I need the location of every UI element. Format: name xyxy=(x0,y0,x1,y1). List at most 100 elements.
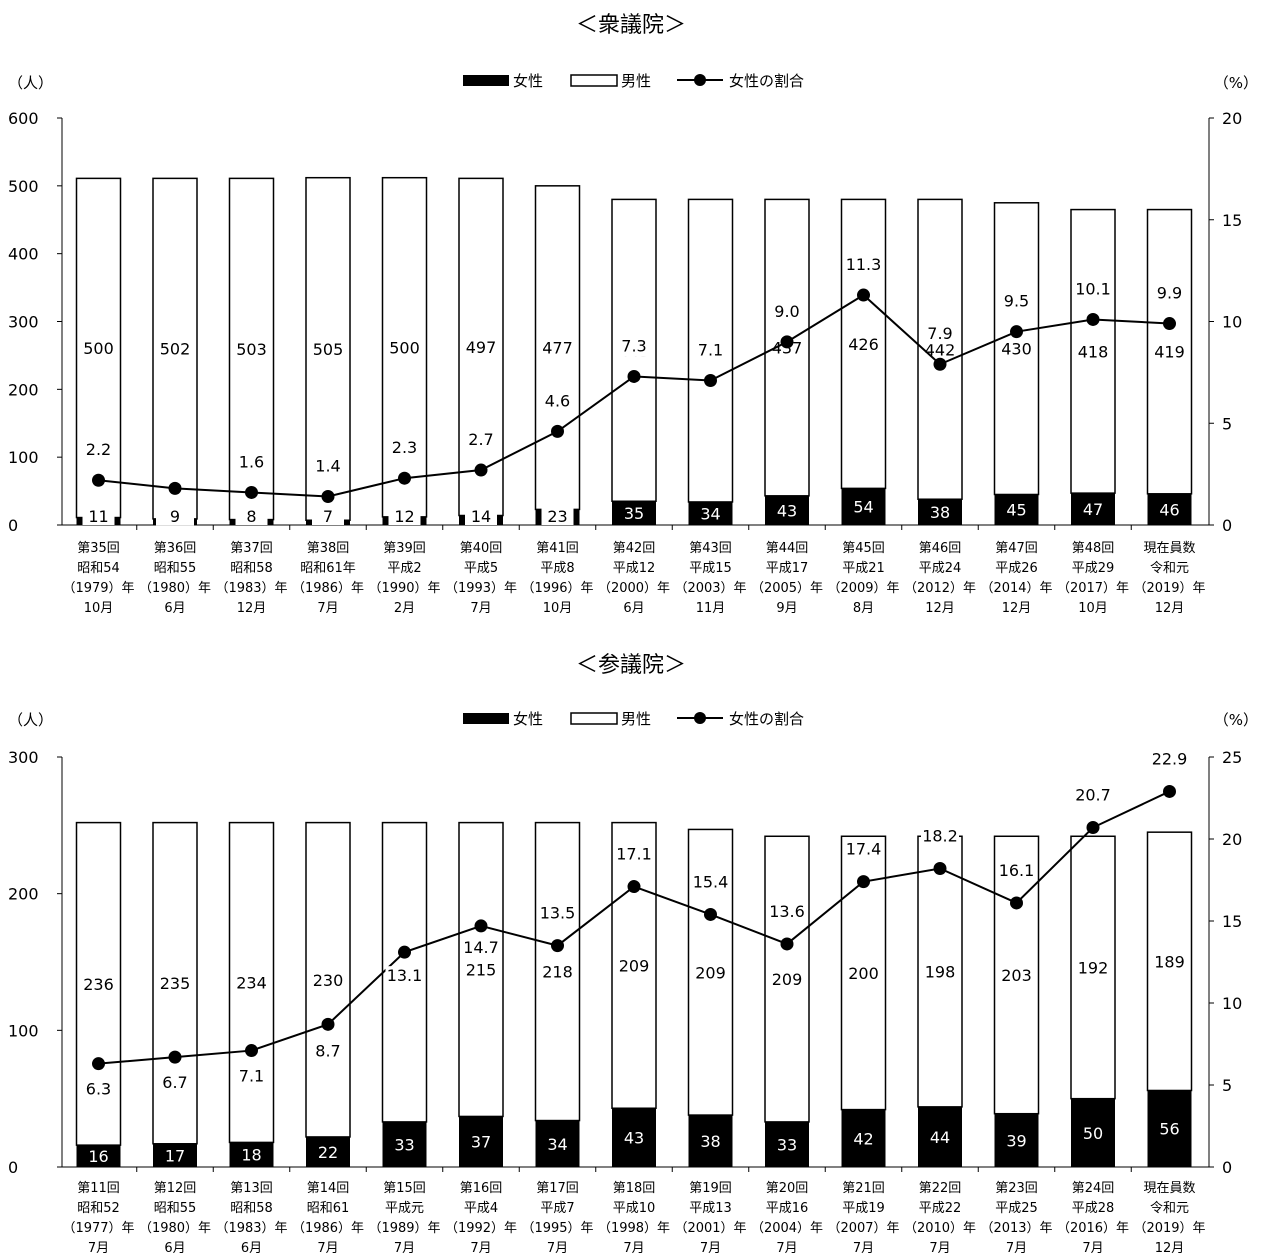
legend-male-label: 男性 xyxy=(621,710,651,728)
bar-female-label-bg xyxy=(312,505,344,525)
category-label-line: 7月 xyxy=(317,1241,338,1256)
bar-female xyxy=(1071,493,1115,525)
bar-male-label: 502 xyxy=(160,340,191,359)
ratio-label: 18.2 xyxy=(922,827,958,846)
bar-female xyxy=(841,1109,886,1167)
category-label-line: 第15回 xyxy=(383,1181,426,1196)
bar-female-label: 45 xyxy=(1006,501,1026,520)
bar-female xyxy=(76,1145,121,1167)
legend-male-swatch xyxy=(570,712,618,725)
ratio-point xyxy=(92,1057,105,1071)
category-label-line: 現在員数 xyxy=(1143,541,1195,556)
bar-female xyxy=(229,1142,274,1167)
bar-female-label: 22 xyxy=(318,1143,338,1162)
category-label-line: 第37回 xyxy=(230,541,273,556)
ratio-point xyxy=(933,862,947,876)
category-label-line: （2017）年 xyxy=(1057,581,1129,596)
category-label-line: 第17回 xyxy=(536,1181,579,1196)
category-label-line: （1992）年 xyxy=(445,1221,517,1236)
ratio-point xyxy=(1086,312,1100,326)
bar-male-label: 477 xyxy=(542,339,573,358)
ratio-label-bg xyxy=(844,255,883,276)
legend-female-swatch xyxy=(463,75,509,86)
bar-female-label: 35 xyxy=(624,504,644,523)
right-axis-tick-label: 5 xyxy=(1222,1076,1232,1095)
bar-female xyxy=(1071,1098,1115,1167)
category-label-line: （1986）年 xyxy=(292,581,364,596)
category-label-line: （2016）年 xyxy=(1057,1221,1129,1236)
ratio-label: 13.1 xyxy=(387,966,423,985)
bar-female-label: 56 xyxy=(1159,1120,1179,1139)
category-label-line: （2019）年 xyxy=(1133,581,1205,596)
ratio-label-bg xyxy=(462,937,500,958)
bar-male xyxy=(534,185,581,511)
category-label-line: （2007）年 xyxy=(827,1221,899,1236)
category-label-line: 7月 xyxy=(853,1241,874,1256)
legend-female-label: 女性 xyxy=(513,710,543,728)
bar-male xyxy=(1146,831,1193,1092)
left-axis-tick-label: 500 xyxy=(8,177,39,196)
left-axis-tick-label: 200 xyxy=(8,885,39,904)
bar-female-label: 44 xyxy=(930,1128,950,1147)
bar-male-label: 218 xyxy=(542,963,573,982)
category-label-line: 12月 xyxy=(237,601,267,616)
ratio-label-bg xyxy=(921,324,959,345)
ratio-point xyxy=(1010,896,1023,910)
left-axis-tick-label: 0 xyxy=(8,516,18,535)
category-label-line: 昭和61 xyxy=(307,1201,350,1216)
ratio-label: 2.3 xyxy=(392,438,417,457)
category-label-line: 12月 xyxy=(1002,601,1032,616)
category-label-line: 第18回 xyxy=(613,1181,656,1196)
bar-female-label: 12 xyxy=(394,507,414,526)
category-label-line: 昭和54 xyxy=(77,561,120,576)
category-label-line: （1995）年 xyxy=(521,1221,593,1236)
right-axis-tick-label: 5 xyxy=(1222,414,1232,433)
category-label-line: 昭和58 xyxy=(230,1201,273,1216)
category-label-line: （1983）年 xyxy=(215,581,287,596)
bar-male-label: 235 xyxy=(160,974,191,993)
right-axis-tick-label: 0 xyxy=(1222,516,1232,535)
bar-female xyxy=(765,1121,809,1167)
category-label-line: 平成元 xyxy=(385,1201,424,1216)
bar-female-label-bg xyxy=(465,505,497,525)
ratio-point xyxy=(474,919,488,933)
ratio-label: 1.4 xyxy=(315,457,340,476)
ratio-label-bg xyxy=(79,440,118,461)
category-label-line: 第40回 xyxy=(460,541,503,556)
ratio-label-bg xyxy=(232,1066,271,1087)
category-label-line: 7月 xyxy=(776,1241,797,1256)
ratio-point xyxy=(245,1044,258,1058)
category-label-line: （1989）年 xyxy=(368,1221,440,1236)
ratio-label: 9.9 xyxy=(1157,284,1182,303)
legend-female-label: 女性 xyxy=(513,72,543,90)
category-label-line: （2019）年 xyxy=(1133,1221,1205,1236)
ratio-label: 7.9 xyxy=(927,324,952,343)
ratio-point xyxy=(627,369,641,383)
category-label-line: 第45回 xyxy=(842,541,885,556)
bar-female xyxy=(918,499,962,525)
category-label-line: 7月 xyxy=(547,1241,568,1256)
category-label-line: （1980）年 xyxy=(139,581,211,596)
category-label-line: 第47回 xyxy=(995,541,1038,556)
category-label-line: 第22回 xyxy=(919,1181,962,1196)
category-label-line: 2月 xyxy=(394,601,415,616)
category-label-line: 7月 xyxy=(88,1241,109,1256)
left-axis-tick-label: 100 xyxy=(8,448,39,467)
category-label-line: （2013）年 xyxy=(980,1221,1052,1236)
bar-male xyxy=(458,821,504,1118)
bar-female-label: 42 xyxy=(853,1129,873,1148)
category-label-line: 10月 xyxy=(84,601,114,616)
ratio-label-bg xyxy=(1150,283,1189,304)
bar-female-label: 38 xyxy=(930,503,950,522)
ratio-label: 7.1 xyxy=(698,341,723,360)
bar-female-label: 14 xyxy=(471,507,491,526)
right-axis-unit: （%） xyxy=(1214,711,1258,729)
